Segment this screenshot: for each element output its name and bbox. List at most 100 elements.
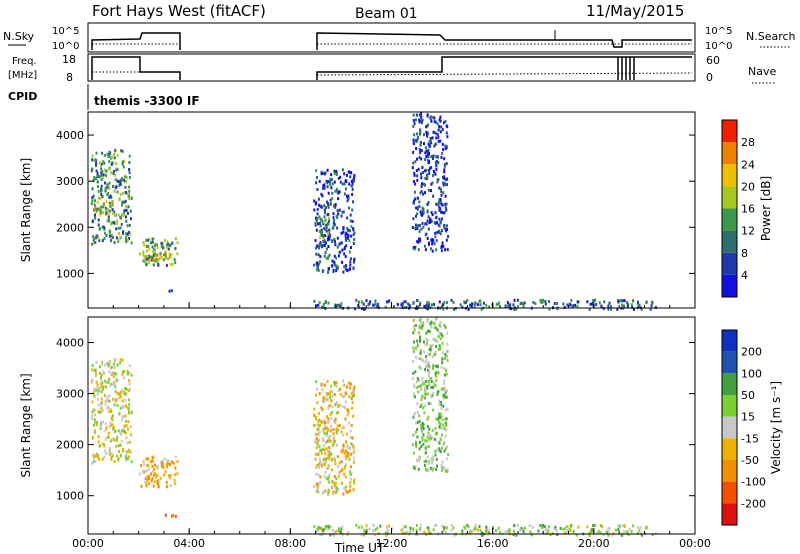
heatmap-cell xyxy=(323,186,326,190)
heatmap-cell xyxy=(431,344,434,347)
heatmap-cell xyxy=(125,387,128,391)
heatmap-cell xyxy=(115,185,118,189)
heatmap-cell xyxy=(333,483,336,487)
heatmap-cell xyxy=(116,190,119,194)
frequency-panel: Freq. [MHz] 18 8 60 0 Nave xyxy=(8,53,776,84)
heatmap-cell xyxy=(494,529,497,532)
heatmap-cell xyxy=(149,460,152,464)
heatmap-cell xyxy=(344,400,347,404)
heatmap-cell xyxy=(349,429,352,433)
heatmap-cell xyxy=(104,379,107,383)
heatmap-cell xyxy=(100,207,102,211)
heatmap-cell xyxy=(438,420,441,424)
heatmap-cell xyxy=(145,481,148,485)
heatmap-cell xyxy=(93,394,96,398)
heatmap-cell xyxy=(461,529,464,533)
heatmap-cell xyxy=(123,200,126,204)
heatmap-cell xyxy=(103,226,106,230)
heatmap-cell xyxy=(347,198,350,201)
heatmap-cell xyxy=(419,191,422,195)
heatmap-cell xyxy=(621,524,624,528)
heatmap-cell xyxy=(478,299,481,303)
heatmap-cell xyxy=(101,195,104,199)
y-tick-label: 1000 xyxy=(56,267,84,280)
heatmap-cell xyxy=(342,226,345,230)
heatmap-cell xyxy=(331,457,334,461)
heatmap-cell xyxy=(420,185,423,189)
heatmap-cell xyxy=(315,393,318,397)
heatmap-cell xyxy=(108,234,111,238)
heatmap-cell xyxy=(164,251,167,255)
heatmap-cell xyxy=(337,254,340,258)
heatmap-cell xyxy=(111,437,114,441)
heatmap-cell xyxy=(322,171,324,175)
heatmap-cell xyxy=(99,213,102,217)
heatmap-cell xyxy=(318,462,321,466)
heatmap-cell xyxy=(125,456,128,460)
heatmap-cell xyxy=(440,246,443,249)
heatmap-cell xyxy=(333,481,336,485)
heatmap-cell xyxy=(330,424,333,428)
heatmap-cell xyxy=(349,435,352,439)
heatmap-cell xyxy=(315,268,318,272)
heatmap-cell xyxy=(499,305,501,309)
heatmap-cell xyxy=(107,192,110,196)
heatmap-cell xyxy=(331,191,334,195)
noise-panel: N.Sky 10^5 10^0 10^5 10^0 N.Search xyxy=(3,22,796,53)
heatmap-cell xyxy=(435,160,438,164)
heatmap-cell xyxy=(154,463,156,467)
heatmap-cell xyxy=(104,429,107,433)
heatmap-cell xyxy=(110,452,113,456)
heatmap-cell xyxy=(116,363,119,367)
heatmap-cell xyxy=(95,177,98,181)
heatmap-cell xyxy=(412,433,415,437)
heatmap-cell xyxy=(348,457,351,461)
heatmap-cell xyxy=(423,340,425,344)
heatmap-cell xyxy=(335,214,338,218)
heatmap-cell xyxy=(315,415,318,419)
heatmap-cell xyxy=(350,234,353,238)
heatmap-cell xyxy=(152,484,155,488)
heatmap-cell xyxy=(428,380,430,383)
heatmap-cell xyxy=(352,176,355,180)
heatmap-cell xyxy=(435,467,438,471)
heatmap-cell xyxy=(429,378,431,381)
heatmap-cell xyxy=(374,533,377,537)
heatmap-cell xyxy=(314,222,317,226)
heatmap-cell xyxy=(151,470,154,474)
heatmap-cell xyxy=(339,180,342,184)
heatmap-cell xyxy=(328,450,331,454)
heatmap-cell xyxy=(316,188,319,191)
heatmap-cell xyxy=(347,446,350,450)
heatmap-cell xyxy=(416,377,419,381)
heatmap-cell xyxy=(315,380,318,384)
heatmap-cell xyxy=(322,305,325,309)
heatmap-cell xyxy=(156,466,159,470)
heatmap-cell xyxy=(444,395,447,399)
heatmap-cell xyxy=(365,299,368,303)
heatmap-cell xyxy=(96,208,99,212)
heatmap-cell xyxy=(638,303,641,307)
heatmap-cell xyxy=(431,469,434,473)
heatmap-cell xyxy=(421,221,424,225)
heatmap-cell xyxy=(572,530,575,534)
heatmap-cell xyxy=(130,460,133,464)
heatmap-cell xyxy=(360,525,363,529)
heatmap-cell xyxy=(106,219,109,223)
heatmap-cell xyxy=(627,533,630,537)
heatmap-cell xyxy=(418,200,421,204)
heatmap-cell xyxy=(412,217,415,221)
heatmap-cell xyxy=(345,450,348,454)
heatmap-cell xyxy=(326,379,329,383)
heatmap-cell xyxy=(408,303,411,307)
heatmap-cell xyxy=(440,202,443,206)
heatmap-cell xyxy=(96,234,99,238)
heatmap-cell xyxy=(344,255,347,259)
heatmap-cell xyxy=(426,435,429,439)
heatmap-cell xyxy=(92,391,95,395)
heatmap-cell xyxy=(419,405,422,409)
heatmap-cell xyxy=(148,467,151,471)
heatmap-cell xyxy=(614,528,617,532)
heatmap-cell xyxy=(423,394,426,398)
heatmap-cell xyxy=(148,477,151,481)
